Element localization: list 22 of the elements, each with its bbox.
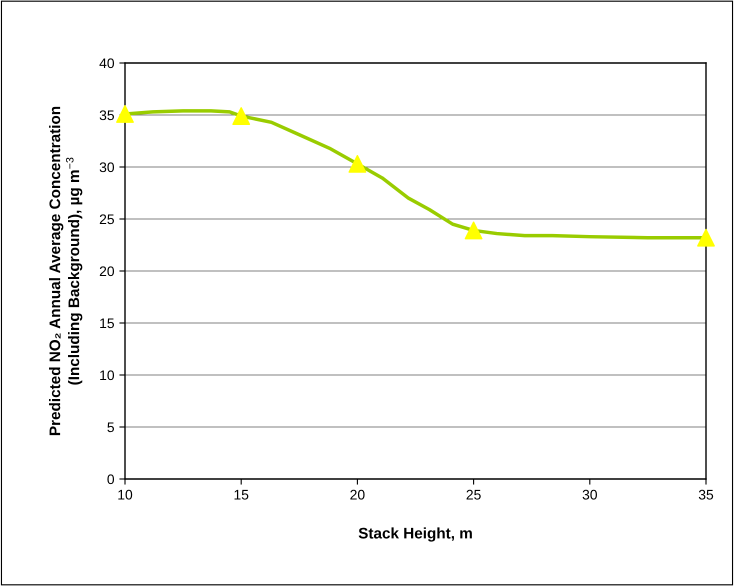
y-tick-label: 10 [100, 370, 114, 380]
point [464, 222, 483, 240]
y-tick-label: 0 [107, 474, 114, 484]
point [348, 154, 366, 173]
y-tick-label: 40 [99, 58, 114, 68]
y-tick-label: 25 [100, 214, 114, 224]
point [116, 105, 134, 123]
x-axis-title: Stack Height, m [358, 527, 472, 542]
y-tick-label: 5 [107, 422, 114, 432]
y-tick-label: 35 [100, 110, 114, 120]
x-tick-label: 35 [698, 490, 714, 500]
x-tick-label: 15 [234, 490, 248, 500]
x-tick-label: 30 [582, 490, 597, 500]
y-tick-label: 15 [100, 318, 114, 328]
x-tick-label: 20 [350, 490, 365, 500]
y-tick-label: 30 [100, 162, 114, 172]
y-tick-label: 20 [100, 266, 114, 276]
y-axis-title: Predicted NO₂ Annual Average Concentration (Including Background), µg m$^{−3}$ [49, 106, 82, 436]
x-tick-label: 10 [118, 490, 132, 500]
point [232, 107, 250, 125]
point [697, 228, 715, 247]
x-tick-label: 25 [466, 490, 481, 500]
